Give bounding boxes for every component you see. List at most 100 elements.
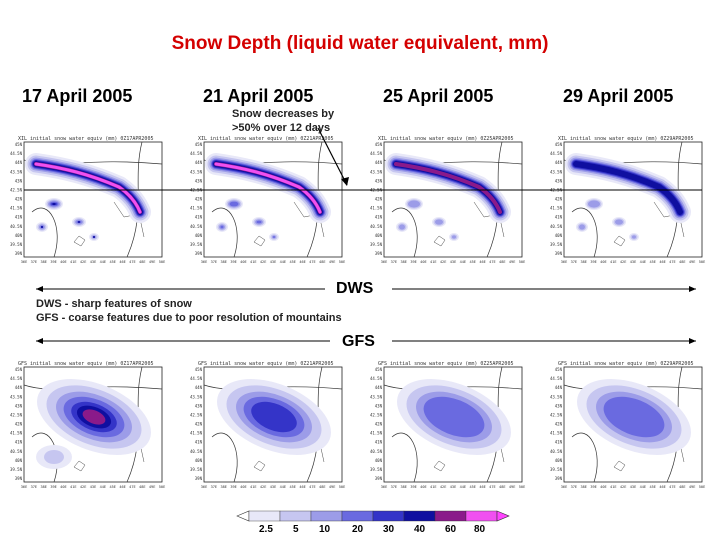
snow-contour	[251, 401, 297, 433]
dws-panel-title-3: XIL initial snow water equiv (mm) 0Z25AP…	[378, 136, 514, 142]
colorbar-label: 10	[319, 524, 331, 535]
x-tick-label: 50E	[699, 260, 706, 264]
x-tick-label: 38E	[220, 485, 227, 489]
y-tick-label: 42.5N	[10, 187, 23, 192]
y-tick-label: 43N	[375, 178, 383, 183]
snow-patch	[632, 235, 636, 239]
y-tick-label: 42.5N	[370, 412, 383, 417]
dws-panel-title-1: XIL initial snow water equiv (mm) 0Z17AP…	[18, 136, 154, 142]
x-tick-label: 42E	[260, 485, 267, 489]
x-tick-label: 45E	[649, 485, 656, 489]
x-tick-label: 43E	[630, 260, 637, 264]
coastline	[211, 432, 238, 483]
coastline	[391, 432, 418, 483]
y-tick-label: 42N	[195, 197, 203, 202]
x-tick-label: 44E	[460, 260, 467, 264]
y-tick-label: 42N	[375, 197, 383, 202]
y-tick-label: 43N	[555, 403, 563, 408]
y-tick-label: 43.5N	[10, 169, 23, 174]
y-tick-label: 39N	[555, 251, 563, 256]
x-tick-label: 50E	[339, 260, 346, 264]
colorbar-segment	[279, 510, 312, 522]
x-tick-label: 48E	[139, 485, 146, 489]
x-tick-label: 46E	[299, 485, 306, 489]
x-tick-label: 50E	[339, 485, 346, 489]
y-tick-label: 41N	[15, 215, 23, 220]
x-tick-label: 44E	[280, 485, 287, 489]
x-tick-label: 40E	[420, 485, 427, 489]
snow-patch	[408, 200, 420, 208]
coastline	[31, 207, 58, 258]
gfs-span-arrowhead-right	[689, 338, 696, 344]
y-tick-label: 39N	[15, 476, 23, 481]
snow-patch	[41, 226, 43, 228]
y-tick-label: 45N	[555, 142, 563, 147]
x-tick-label: 37E	[391, 260, 398, 264]
y-tick-label: 39.5N	[190, 467, 203, 472]
coastline	[391, 207, 418, 258]
y-tick-label: 39.5N	[10, 242, 23, 247]
coastline	[211, 207, 238, 258]
x-tick-label: 42E	[620, 485, 627, 489]
y-tick-label: 41N	[375, 215, 383, 220]
colorbar-segment	[372, 510, 405, 522]
x-tick-label: 48E	[319, 260, 326, 264]
x-tick-label: 44E	[460, 485, 467, 489]
lake-outline	[73, 235, 86, 247]
y-tick-label: 42.5N	[10, 412, 23, 417]
gfs-panel-title-4: GFS initial snow water equiv (mm) 0Z29AP…	[558, 361, 694, 367]
y-tick-label: 45N	[375, 142, 383, 147]
y-tick-label: 41.5N	[190, 206, 203, 211]
lake-outline	[253, 235, 266, 247]
x-tick-label: 48E	[679, 260, 686, 264]
y-tick-label: 41N	[375, 440, 383, 445]
snow-contour	[82, 409, 106, 425]
x-tick-label: 49E	[689, 260, 696, 264]
x-tick-label: 45E	[649, 260, 656, 264]
lake-outline	[433, 460, 446, 472]
snow-patch	[615, 219, 623, 225]
y-tick-label: 39N	[375, 476, 383, 481]
y-tick-label: 39N	[375, 251, 383, 256]
x-tick-label: 37E	[31, 260, 38, 264]
x-tick-label: 42E	[80, 260, 87, 264]
x-tick-label: 38E	[220, 260, 227, 264]
x-tick-label: 48E	[139, 260, 146, 264]
dws-row-label: DWS	[336, 280, 374, 297]
snow-contour	[573, 161, 683, 215]
x-tick-label: 44E	[100, 260, 107, 264]
lake-outline	[73, 460, 86, 472]
colorbar-end-left	[236, 510, 250, 522]
y-tick-label: 45N	[195, 367, 203, 372]
x-tick-label: 43E	[450, 260, 457, 264]
y-tick-label: 44.5N	[550, 376, 563, 381]
gfs-panel-title-3: GFS initial snow water equiv (mm) 0Z25AP…	[378, 361, 514, 367]
x-tick-label: 36E	[381, 260, 388, 264]
colorbar-label: 30	[383, 524, 395, 535]
x-tick-label: 41E	[610, 260, 617, 264]
x-tick-label: 37E	[571, 260, 578, 264]
y-tick-label: 41.5N	[10, 431, 23, 436]
colorbar-label: 20	[352, 524, 364, 535]
x-tick-label: 46E	[659, 485, 666, 489]
x-tick-label: 36E	[21, 260, 28, 264]
x-tick-label: 38E	[400, 485, 407, 489]
x-tick-label: 37E	[211, 485, 218, 489]
y-tick-label: 41.5N	[370, 206, 383, 211]
x-tick-label: 38E	[400, 260, 407, 264]
y-tick-label: 40N	[195, 233, 203, 238]
y-tick-label: 44N	[375, 160, 383, 165]
y-tick-label: 44.5N	[190, 376, 203, 381]
y-tick-label: 44N	[15, 385, 23, 390]
colorbar-label: 2.5	[259, 524, 273, 535]
x-tick-label: 38E	[40, 485, 47, 489]
x-tick-label: 37E	[571, 485, 578, 489]
x-tick-label: 41E	[610, 485, 617, 489]
y-tick-label: 43N	[195, 403, 203, 408]
colorbar-label: 5	[293, 524, 299, 535]
snow-patch	[399, 224, 405, 230]
snow-contour	[394, 162, 502, 214]
x-tick-label: 37E	[31, 485, 38, 489]
y-tick-label: 45N	[195, 142, 203, 147]
x-tick-label: 50E	[519, 485, 526, 489]
